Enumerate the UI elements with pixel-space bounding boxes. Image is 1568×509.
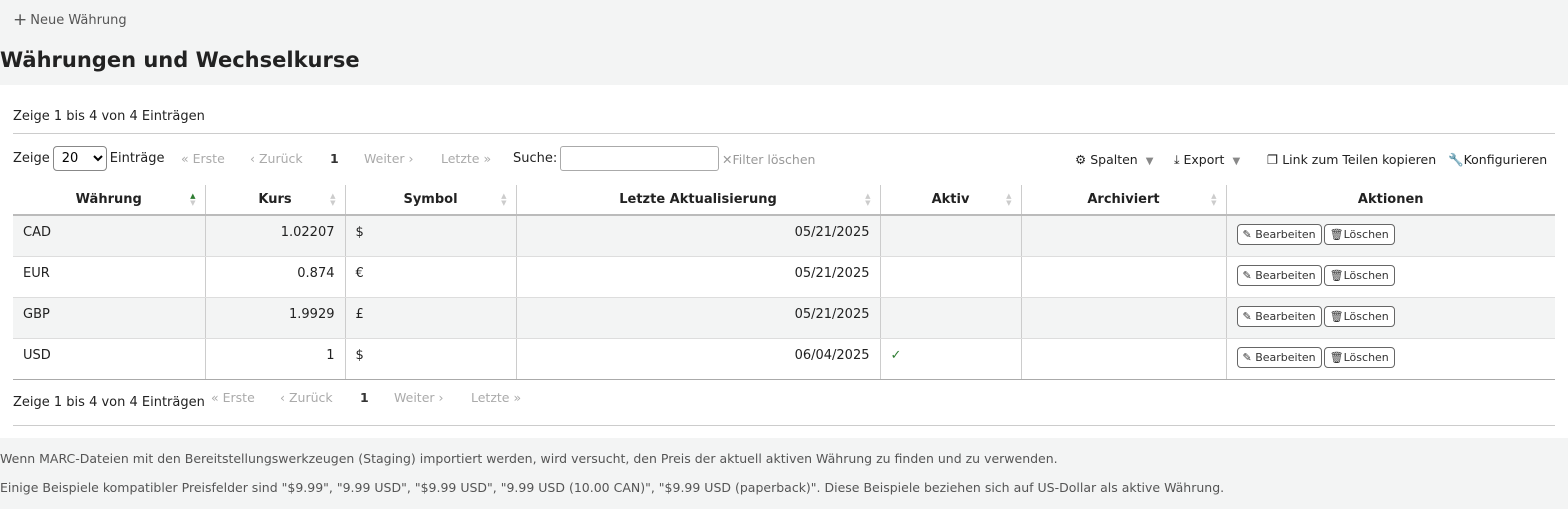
sort-icon: ▲ ▼ [1211, 192, 1217, 207]
edit-button[interactable]: ✎ Bearbeiten [1236, 224, 1322, 245]
pager-prev-bottom[interactable]: ‹ Zurück [280, 390, 333, 405]
cell-actions: ✎ Bearbeiten 🗑Löschen [1226, 338, 1555, 380]
note-staging: Wenn MARC-Dateien mit den Bereitstellung… [0, 451, 1058, 466]
page-title: Währungen und Wechselkurse [0, 48, 360, 72]
table-info-top: Zeige 1 bis 4 von 4 Einträgen [13, 109, 205, 124]
table-row: EUR 0.874 € 05/21/2025 ✎ Bearbeiten 🗑Lösc… [13, 256, 1555, 298]
pager-next-bottom[interactable]: Weiter › [394, 390, 444, 405]
edit-button[interactable]: ✎ Bearbeiten [1236, 264, 1322, 286]
sort-icon: ▲ ▼ [501, 192, 507, 207]
delete-button[interactable]: 🗑Löschen [1323, 224, 1395, 245]
pager-first-bottom[interactable]: « Erste [211, 390, 255, 405]
download-icon: ⤓ [1174, 152, 1180, 167]
trash-icon: 🗑 [1329, 350, 1344, 364]
pencil-icon: ✎ [1242, 268, 1252, 282]
pencil-icon: ✎ [1242, 350, 1252, 364]
search: Suche: [513, 146, 720, 171]
pager-page-1[interactable]: 1 [330, 151, 339, 166]
sort-asc-icon: ▲ ▼ [190, 192, 196, 207]
column-header-rate[interactable]: Kurs ▲ ▼ [205, 185, 346, 216]
table-info-bottom: Zeige 1 bis 4 von 4 Einträgen [13, 395, 205, 410]
divider [13, 133, 1555, 134]
wrench-icon: 🔧 [1448, 152, 1464, 167]
pager-last[interactable]: Letzte » [441, 151, 492, 166]
export-button[interactable]: ⤓ Export ▼ [1174, 152, 1241, 167]
column-header-archived[interactable]: Archiviert ▲ ▼ [1021, 185, 1227, 216]
cell-updated: 06/04/2025 [516, 338, 881, 380]
sort-icon: ▲ ▼ [865, 192, 871, 207]
cell-archived [1021, 256, 1227, 298]
sort-icon: ▲ ▼ [330, 192, 336, 207]
cell-archived [1021, 297, 1227, 339]
divider [13, 425, 1555, 426]
cell-active: ✓ [880, 338, 1022, 380]
column-header-symbol[interactable]: Symbol ▲ ▼ [345, 185, 517, 216]
gear-icon: ⚙ [1075, 152, 1087, 167]
page-length-select[interactable]: 20 [52, 146, 107, 171]
pager-first[interactable]: « Erste [181, 151, 225, 166]
cell-actions: ✎ Bearbeiten 🗑Löschen [1226, 297, 1555, 339]
table-row: GBP 1.9929 £ 05/21/2025 ✎ Bearbeiten 🗑Lös… [13, 297, 1555, 339]
pencil-icon: ✎ [1242, 309, 1252, 323]
edit-button[interactable]: ✎ Bearbeiten [1236, 346, 1322, 368]
trash-icon: 🗑 [1329, 268, 1344, 282]
cell-rate: 1.9929 [205, 297, 346, 339]
copy-icon: ❐ [1267, 152, 1279, 167]
cell-currency: USD [13, 338, 206, 380]
trash-icon: 🗑 [1329, 309, 1344, 323]
cell-active [880, 256, 1022, 298]
delete-button[interactable]: 🗑Löschen [1323, 305, 1395, 327]
cell-rate: 1 [205, 338, 346, 380]
cell-currency: CAD [13, 215, 206, 257]
cell-active [880, 215, 1022, 257]
trash-icon: 🗑 [1329, 228, 1344, 241]
columns-button[interactable]: ⚙ Spalten ▼ [1075, 152, 1154, 167]
cell-active [880, 297, 1022, 339]
pencil-icon: ✎ [1242, 228, 1252, 241]
pager-prev[interactable]: ‹ Zurück [250, 151, 303, 166]
page-length: Zeige 20 Einträge [13, 146, 165, 171]
cell-symbol: $ [345, 338, 517, 380]
cell-updated: 05/21/2025 [516, 297, 881, 339]
table-row: CAD 1.02207 $ 05/21/2025 ✎ Bearbeiten 🗑Lö… [13, 215, 1555, 257]
cell-rate: 1.02207 [205, 215, 346, 257]
configure-button[interactable]: 🔧Konfigurieren [1448, 152, 1548, 167]
cell-actions: ✎ Bearbeiten 🗑Löschen [1226, 215, 1555, 257]
cell-currency: GBP [13, 297, 206, 339]
cell-updated: 05/21/2025 [516, 256, 881, 298]
cell-actions: ✎ Bearbeiten 🗑Löschen [1226, 256, 1555, 298]
column-header-currency[interactable]: Währung ▲ ▼ [13, 185, 206, 216]
pager-last-bottom[interactable]: Letzte » [471, 390, 522, 405]
table-row: USD 1 $ 06/04/2025 ✓ ✎ Bearbeiten 🗑Lösche… [13, 338, 1555, 380]
delete-button[interactable]: 🗑Löschen [1323, 346, 1395, 368]
plus-icon: + [13, 10, 28, 30]
delete-button[interactable]: 🗑Löschen [1323, 264, 1395, 286]
note-examples: Einige Beispiele kompatibler Preisfelder… [0, 480, 1225, 495]
cell-rate: 0.874 [205, 256, 346, 298]
cell-symbol: $ [345, 215, 517, 257]
clear-filter-button[interactable]: ✕Filter löschen [722, 152, 816, 167]
copy-link-button[interactable]: ❐ Link zum Teilen kopieren [1267, 152, 1437, 167]
cell-archived [1021, 215, 1227, 257]
column-header-actions: Aktionen [1226, 185, 1555, 216]
column-header-active[interactable]: Aktiv ▲ ▼ [880, 185, 1022, 216]
currencies-table: Währung ▲ ▼ Kurs ▲ ▼ Symbol ▲ ▼ Letzte Aktuali… [13, 185, 1555, 380]
pager-page-1-bottom[interactable]: 1 [360, 390, 369, 405]
close-icon: ✕ [722, 152, 733, 167]
new-currency-button[interactable]: + Neue Währung [13, 10, 127, 30]
pager-next[interactable]: Weiter › [364, 151, 414, 166]
cell-symbol: € [345, 256, 517, 298]
column-header-updated[interactable]: Letzte Aktualisierung ▲ ▼ [516, 185, 881, 216]
cell-currency: EUR [13, 256, 206, 298]
cell-symbol: £ [345, 297, 517, 339]
sort-icon: ▲ ▼ [1006, 192, 1012, 207]
cell-updated: 05/21/2025 [516, 215, 881, 257]
cell-archived [1021, 338, 1227, 380]
search-input[interactable] [560, 146, 720, 171]
edit-button[interactable]: ✎ Bearbeiten [1236, 305, 1322, 327]
